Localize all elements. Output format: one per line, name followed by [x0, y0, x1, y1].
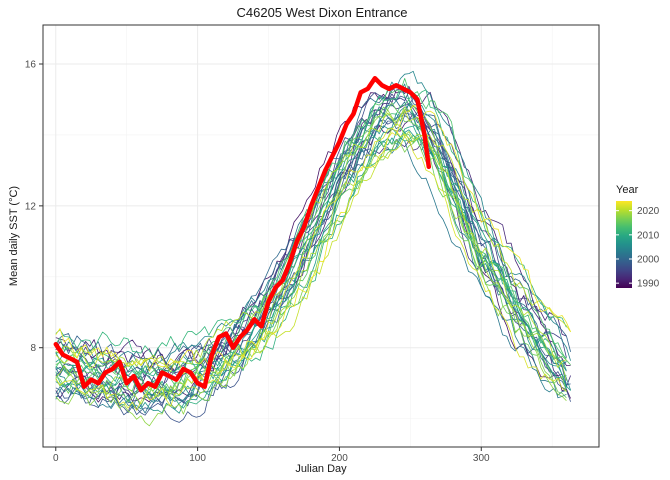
y-tick-label: 8: [30, 343, 36, 354]
year-series-line: [55, 125, 567, 377]
year-series-line: [55, 105, 567, 427]
year-series-line: [55, 70, 571, 374]
year-series-line: [55, 106, 567, 409]
legend-tick-label: 2000: [637, 255, 660, 266]
year-series-line: [55, 123, 567, 405]
x-tick-label: 100: [189, 453, 206, 464]
year-series-line: [55, 102, 571, 416]
year-series-line: [55, 99, 567, 375]
year-series-line: [55, 108, 567, 373]
axes: 0 100 200 300 8 12 16: [25, 60, 490, 464]
year-series-line: [55, 105, 571, 368]
year-series-line: [55, 85, 567, 370]
legend-tick-label: 2010: [637, 230, 660, 241]
year-series-line: [55, 85, 571, 403]
year-series-line: [55, 102, 567, 403]
highlight-series-group: [53, 75, 432, 393]
year-series-line: [55, 86, 567, 357]
highlight-series-line: [53, 75, 432, 393]
year-series-line: [55, 127, 567, 385]
chart-title: C46205 West Dixon Entrance: [236, 5, 407, 20]
year-series-line: [55, 104, 567, 414]
year-series-group: [55, 70, 571, 427]
x-tick-label: 200: [331, 453, 348, 464]
y-tick-label: 12: [25, 201, 37, 212]
color-legend: Year 1990 2000 2010 2020: [616, 184, 660, 290]
legend-colorbar: [616, 201, 632, 288]
legend-tick-label: 1990: [637, 279, 660, 290]
year-series-line: [55, 138, 567, 404]
year-series-line: [55, 127, 567, 411]
y-tick-label: 16: [25, 60, 37, 71]
y-axis-label: Mean daily SST (°C): [8, 186, 20, 286]
legend-title: Year: [616, 184, 639, 196]
year-series-line: [55, 92, 567, 407]
year-series-line: [55, 91, 567, 393]
x-tick-label: 0: [53, 453, 59, 464]
x-tick-label: 300: [473, 453, 490, 464]
panel-border: [42, 24, 600, 448]
legend-tick-label: 2020: [637, 206, 660, 217]
x-axis-label: Julian Day: [295, 463, 347, 475]
year-series-line: [55, 133, 571, 393]
